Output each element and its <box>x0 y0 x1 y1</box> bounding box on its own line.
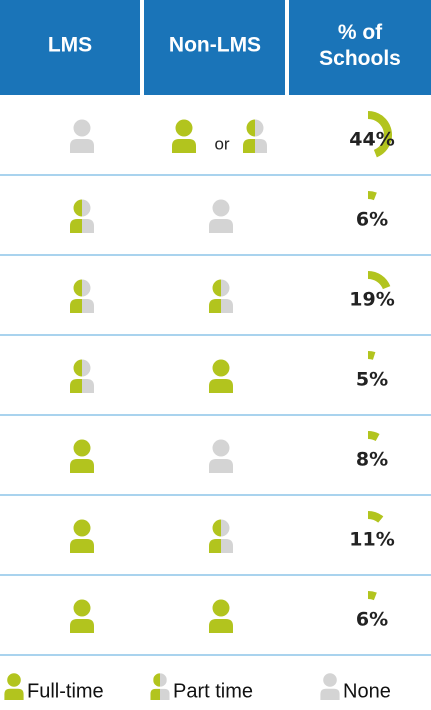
person-icon <box>209 599 233 633</box>
header-label: LMS <box>48 34 92 57</box>
icon-part <box>82 359 91 377</box>
icon-part <box>70 219 82 233</box>
icon-part <box>160 688 170 700</box>
icon-part <box>82 279 91 297</box>
percent-label: 6% <box>356 609 388 631</box>
legend-label: Full-time <box>27 680 104 702</box>
person-icon <box>209 359 233 393</box>
icon-part <box>212 599 230 617</box>
icon-part <box>221 519 230 537</box>
icon-part <box>212 519 221 537</box>
person-icon <box>150 673 170 700</box>
icon-part <box>7 673 21 687</box>
legend-label: None <box>343 680 391 702</box>
icon-part <box>209 539 221 553</box>
table-body: or 44% 6% 19% 5% 8% 11% 6% Full-time Part time Non… <box>0 111 431 702</box>
icon-part <box>323 673 337 687</box>
icon-part <box>70 379 82 393</box>
icon-part <box>209 219 233 233</box>
icon-part <box>255 139 267 153</box>
icon-part <box>212 199 230 217</box>
icon-part <box>70 619 94 633</box>
icon-part <box>70 459 94 473</box>
icon-part <box>209 299 221 313</box>
person-icon <box>209 199 233 233</box>
person-icon <box>70 119 94 153</box>
icon-part <box>246 119 255 137</box>
icon-part <box>221 279 230 297</box>
person-icon <box>70 439 94 473</box>
icon-part <box>172 139 196 153</box>
icon-part <box>159 673 167 687</box>
icon-part <box>73 439 91 457</box>
icon-part <box>82 199 91 217</box>
icon-part <box>221 539 233 553</box>
icon-part <box>212 279 221 297</box>
person-icon <box>70 599 94 633</box>
percent-label: 44% <box>349 129 394 151</box>
icon-part <box>73 199 82 217</box>
person-icon <box>209 279 233 313</box>
icon-part <box>212 359 230 377</box>
percent-label: 5% <box>356 369 388 391</box>
icon-part <box>175 119 193 137</box>
icon-part <box>255 119 264 137</box>
person-icon <box>209 439 233 473</box>
icon-part <box>4 688 24 700</box>
legend-label: Part time <box>173 680 253 702</box>
icon-part <box>320 688 340 700</box>
header-cell <box>144 0 285 95</box>
percent-arc <box>367 351 376 360</box>
icon-part <box>82 299 94 313</box>
icon-part <box>150 688 160 700</box>
header-label: % of Schools <box>319 21 401 70</box>
percent-arc <box>367 511 384 523</box>
joiner-text: or <box>214 134 229 153</box>
icon-part <box>73 519 91 537</box>
icon-part <box>82 379 94 393</box>
percent-label: 8% <box>356 449 388 471</box>
percent-label: 11% <box>349 529 394 551</box>
icon-part <box>73 279 82 297</box>
person-icon <box>70 519 94 553</box>
person-icon <box>320 673 340 700</box>
percent-label: 6% <box>356 209 388 231</box>
icon-part <box>73 359 82 377</box>
percent-arc <box>367 271 391 290</box>
percent-arc <box>367 191 377 201</box>
person-icon <box>70 279 94 313</box>
icon-part <box>82 219 94 233</box>
header-cell <box>0 0 140 95</box>
icon-part <box>243 139 255 153</box>
icon-part <box>221 299 233 313</box>
person-icon <box>4 673 24 700</box>
percent-arc <box>367 591 377 601</box>
person-icon <box>209 519 233 553</box>
icon-part <box>73 599 91 617</box>
icon-part <box>209 379 233 393</box>
header-label: Non-LMS <box>169 34 261 57</box>
icon-part <box>70 539 94 553</box>
icon-part <box>70 299 82 313</box>
icon-part <box>209 619 233 633</box>
person-icon <box>172 119 196 153</box>
icon-part <box>70 139 94 153</box>
percent-label: 19% <box>349 289 394 311</box>
person-icon <box>70 359 94 393</box>
header-cell <box>289 0 431 95</box>
icon-part <box>212 439 230 457</box>
person-icon <box>243 119 267 153</box>
percent-arc <box>367 111 392 158</box>
percent-arc <box>367 431 380 442</box>
icon-part <box>209 459 233 473</box>
person-icon <box>70 199 94 233</box>
icon-part <box>153 673 160 687</box>
icon-part <box>73 119 91 137</box>
